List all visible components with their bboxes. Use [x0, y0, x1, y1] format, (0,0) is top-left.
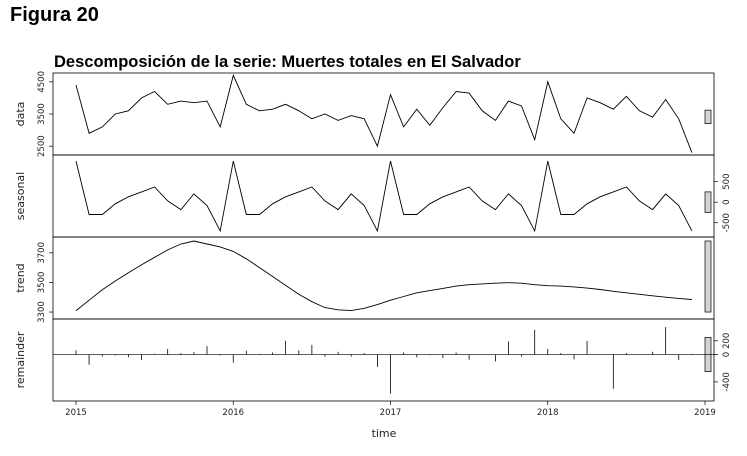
y-tick-label: -400	[722, 372, 732, 391]
x-tick-label: 2019	[694, 408, 716, 418]
y-tick-label: 4500	[37, 71, 47, 93]
x-tick-label: 2017	[380, 408, 402, 418]
y-tick-label: 500	[722, 173, 732, 189]
y-axis-label-seasonal: seasonal	[14, 172, 27, 220]
y-tick-label: 2500	[37, 135, 47, 157]
panel-trend: trend 3300 3500 3700	[14, 236, 715, 323]
chart-title: Descomposición de la serie: Muertes tota…	[54, 53, 521, 71]
x-tick-label: 2016	[222, 408, 244, 418]
y-axis-label-data: data	[14, 102, 27, 127]
scale-bar	[704, 109, 712, 125]
panel-frame	[52, 236, 715, 320]
panel-seasonal: seasonal -500 0 500	[14, 154, 732, 238]
y-tick-label: 3700	[37, 242, 47, 264]
panel-frame	[52, 72, 715, 156]
y-axis-label-trend: trend	[14, 263, 27, 292]
y-tick-label: 0	[722, 352, 732, 357]
y-tick-label: 200	[722, 333, 732, 349]
panel-remainder: remainder -400 0 200	[14, 318, 732, 402]
series-line-trend	[75, 240, 692, 312]
panel-frame	[52, 318, 715, 402]
scale-bar	[704, 240, 712, 313]
y-axis-label-remainder: remainder	[14, 331, 27, 388]
y-tick-label: 3300	[37, 301, 47, 323]
series-line-data	[75, 74, 693, 153]
scale-bar	[704, 191, 712, 213]
y-tick-label: 3500	[37, 272, 47, 294]
series-line-seasonal	[75, 160, 693, 233]
y-tick-label: -500	[722, 213, 732, 232]
panels-group: data 2500 3500 4500 seasonal -500 0 500 trend 330…	[14, 71, 732, 402]
x-axis: 2015 2016 2017 2018 2019	[65, 401, 716, 418]
y-tick-label: 0	[722, 199, 732, 204]
x-axis-label: time	[372, 427, 397, 440]
x-tick-label: 2015	[65, 408, 87, 418]
panel-data: data 2500 3500 4500	[14, 71, 715, 157]
figure-label: Figura 20	[10, 4, 99, 26]
y-tick-label: 3500	[37, 103, 47, 125]
x-tick-label: 2018	[537, 408, 559, 418]
